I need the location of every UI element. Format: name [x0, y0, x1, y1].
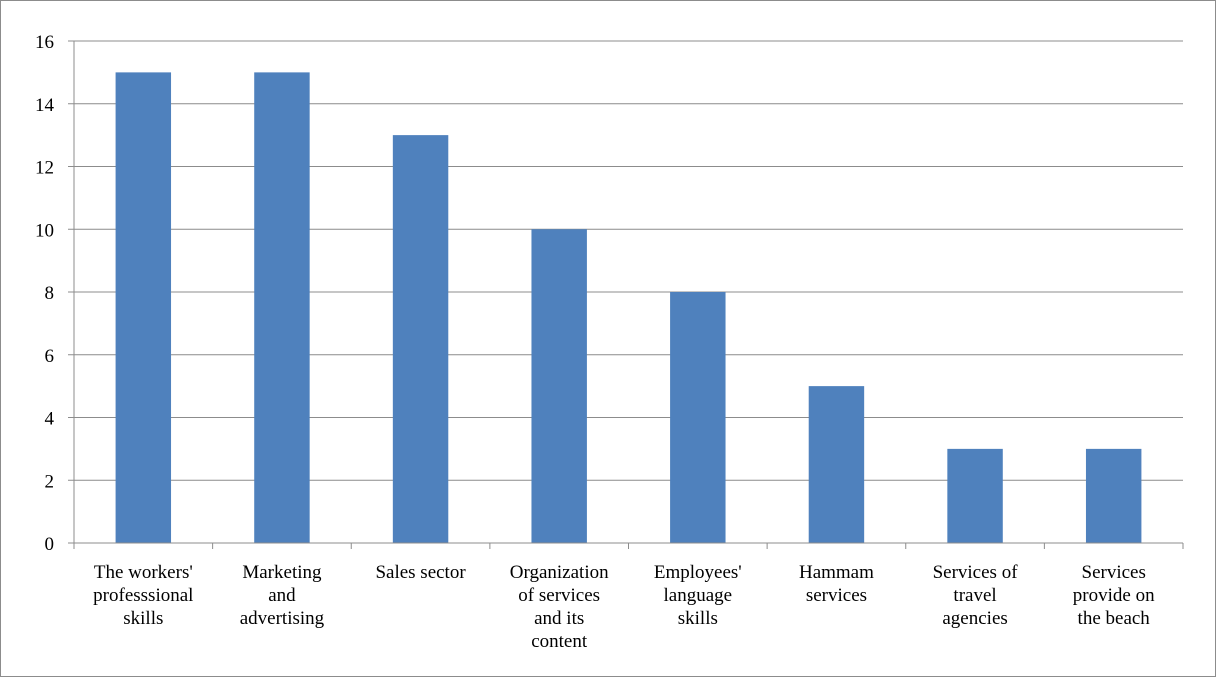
y-tick-label: 4 [45, 409, 55, 430]
y-tick-label: 6 [45, 346, 55, 367]
x-category-label-line: the beach [1078, 608, 1151, 629]
bar [670, 292, 725, 543]
x-category-label-line: skills [678, 608, 718, 629]
bars [116, 72, 1142, 543]
bar [116, 72, 171, 543]
axes [68, 41, 1183, 549]
x-category-label-line: language [664, 585, 733, 606]
y-tick-label: 14 [35, 95, 55, 116]
bar [947, 449, 1002, 543]
x-category-label-line: and [268, 585, 296, 606]
x-category-label-line: Sales sector [375, 562, 466, 583]
x-category-label-line: professsional [93, 585, 193, 606]
bar [1086, 449, 1141, 543]
x-category-label: Hammam services [799, 562, 874, 606]
x-category-label: Marketing and advertising [240, 562, 325, 629]
x-category-label-line: skills [123, 608, 163, 629]
bar [809, 386, 864, 543]
x-category-label-line: and its [534, 608, 584, 629]
x-category-label-line: Services of [933, 562, 1019, 583]
y-tick-labels: 0 2 4 6 8 10 12 14 16 [35, 32, 55, 555]
y-tick-label: 10 [35, 220, 54, 241]
y-tick-label: 0 [45, 534, 55, 555]
x-category-label-line: travel [953, 585, 996, 606]
x-category-label-line: Hammam [799, 562, 874, 583]
x-category-label-line: agencies [942, 608, 1007, 629]
x-category-label: Employees' language skills [654, 562, 742, 629]
x-category-label-line: Organization [510, 562, 609, 583]
x-category-label-line: advertising [240, 608, 325, 629]
x-category-label-line: The workers' [94, 562, 193, 583]
y-tick-label: 16 [35, 32, 54, 53]
bar [393, 135, 448, 543]
x-category-label-line: Services [1082, 562, 1146, 583]
x-category-label-line: provide on [1073, 585, 1155, 606]
bar [254, 72, 309, 543]
y-tick-label: 2 [45, 471, 55, 492]
y-tick-label: 8 [45, 283, 55, 304]
gridlines [74, 41, 1183, 480]
bar [531, 229, 586, 543]
x-category-labels: The workers' professsional skillsMarketing… [93, 562, 1155, 652]
x-category-label-line: of services [518, 585, 600, 606]
x-category-label-line: services [806, 585, 867, 606]
x-category-label: Services provide on the beach [1073, 562, 1155, 629]
x-category-label-line: Marketing [242, 562, 322, 583]
x-category-label: Sales sector [375, 562, 466, 583]
x-category-label: The workers' professsional skills [93, 562, 193, 629]
y-tick-label: 12 [35, 158, 54, 179]
x-category-label-line: content [531, 631, 588, 652]
x-category-label-line: Employees' [654, 562, 742, 583]
x-category-label: Organization of services and its content [510, 562, 609, 652]
x-category-label: Services of travel agencies [933, 562, 1019, 629]
